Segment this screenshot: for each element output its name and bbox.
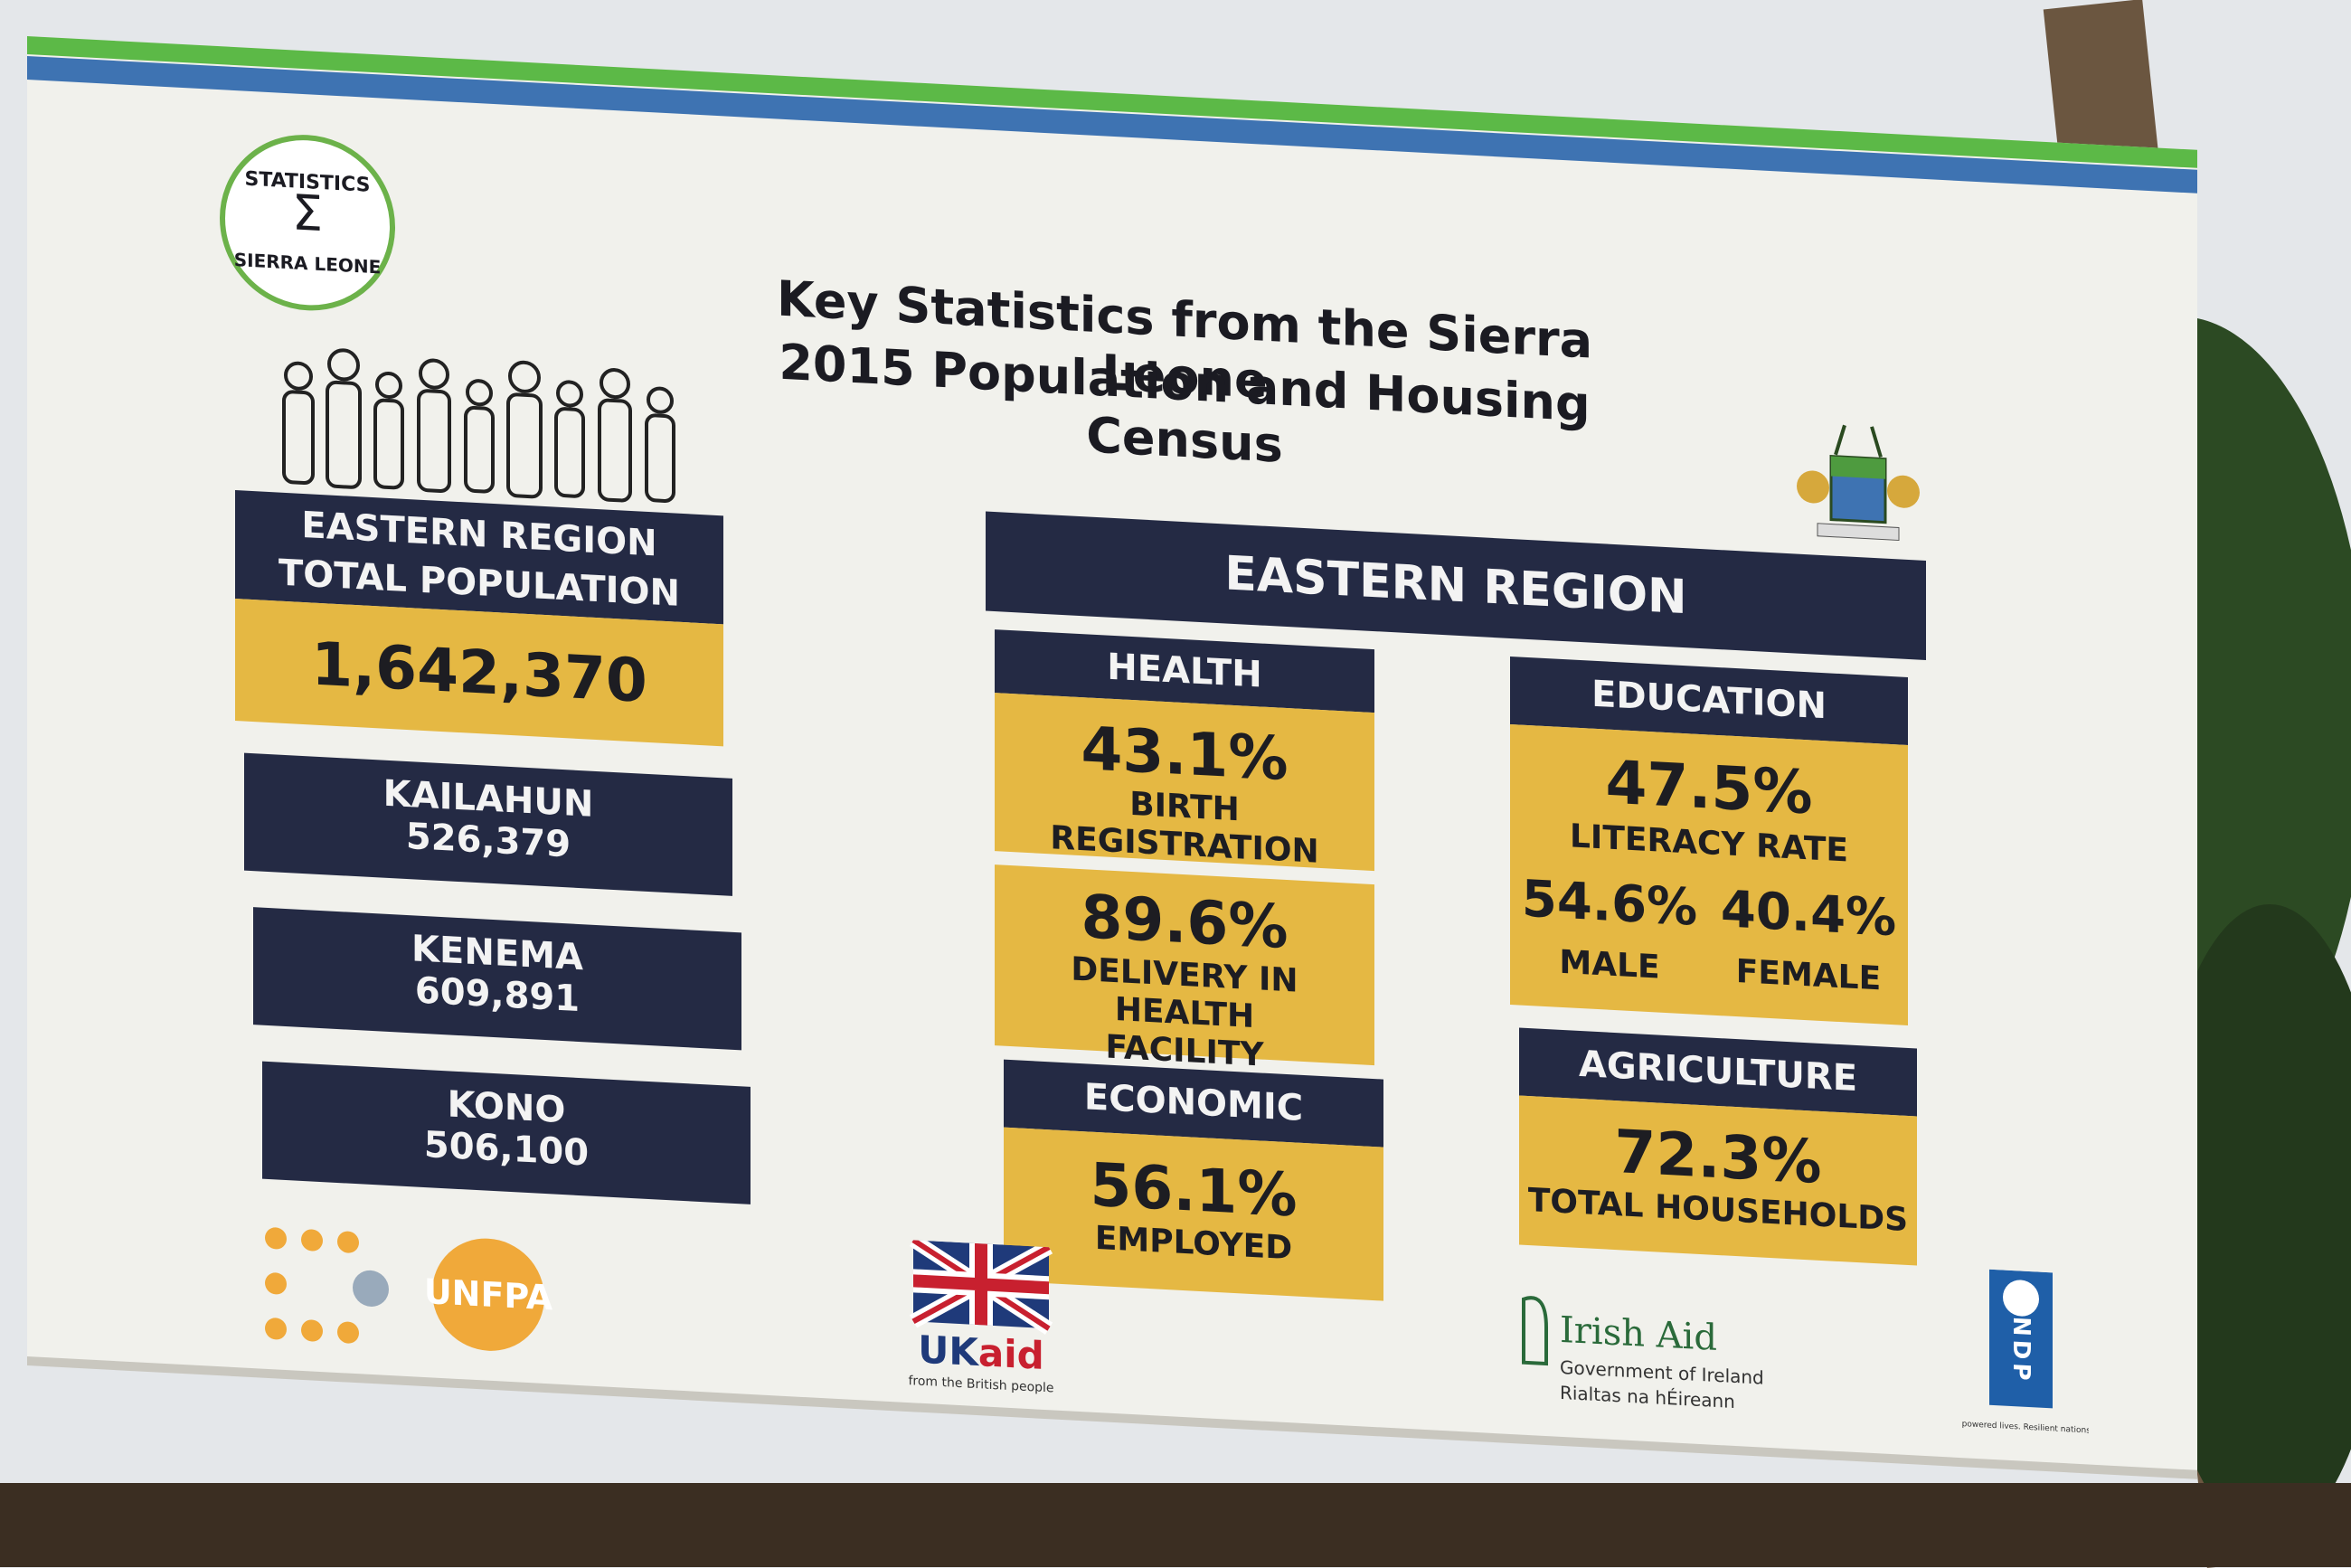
district-box: KENEMA 609,891 [253,907,741,1051]
district-box: KAILAHUN 526,379 [244,752,732,896]
ukaid-logo: UKaid from the British people [908,1239,1054,1396]
stat-label: DELIVERY IN HEALTH FACILITY [1071,950,1298,1074]
ukaid-aid: aid [978,1330,1044,1378]
stat-box: 89.6% DELIVERY IN HEALTH FACILITY [995,864,1374,1074]
palm [1834,424,1883,458]
motto-ribbon [1817,523,1900,542]
billboard: STATISTICS Σ SIERRA LEONE Key Statistics… [27,36,2197,1470]
coat-of-arms [1797,424,1920,542]
stat-box: 43.1% BIRTH REGISTRATION [995,693,1374,872]
stat-label: FEMALE [1735,953,1882,998]
unfpa-text: UNFPA [424,1271,553,1318]
un-emblem [353,1270,389,1307]
harp [1522,1296,1548,1366]
irish-aid-logo: Irish Aid Government of Ireland Rialtas … [1522,1296,1764,1412]
undp-tagline: Empowered lives. Resilient nations. [1962,1419,2089,1435]
sigma: Σ [292,184,323,242]
population-total: 1,642,370 [235,599,723,747]
stat-box: 47.5% LITERACY RATE 54.6% MALE 40.4% FEM… [1510,723,1908,1026]
logo-ring [220,135,395,311]
stat-value: 40.4% [1720,880,1897,949]
district-box: KONO 506,100 [262,1061,751,1204]
shield-band [1831,456,1885,479]
undp-logo: UNDP Empowered lives. Resilient nations. [1962,1269,2089,1436]
lion [1797,470,1829,504]
lion [1887,475,1920,508]
ukaid-text: UKaid [918,1327,1043,1378]
ukaid-uk: UK [918,1327,979,1375]
irish-aid-line: Rialtas na hÉireann [1560,1382,1735,1412]
people-icon [282,348,675,503]
stat-label: MALE [1559,943,1660,987]
unfpa-logo: UNFPA [265,1227,553,1351]
stat-value: 54.6% [1521,869,1698,938]
billboard-frame [0,1483,2351,1567]
stats-logo: STATISTICS Σ SIERRA LEONE [220,135,395,311]
irish-aid-text: Irish Aid [1560,1309,1717,1359]
undp-text: UNDP [2007,1293,2035,1384]
stat-box: 72.3% TOTAL HOUSEHOLDS [1519,1095,1917,1266]
un-emblem [2003,1280,2039,1317]
